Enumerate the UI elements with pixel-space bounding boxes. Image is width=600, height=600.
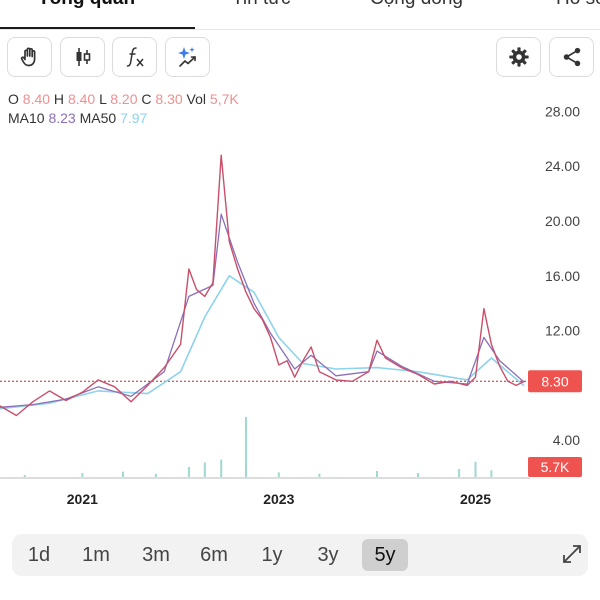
volume-bar [376, 471, 379, 477]
volume-label: Vol [186, 91, 207, 107]
period-selector: 1d 1m 3m 6m 1y 3y 5y [12, 534, 588, 576]
ai-drawing-button[interactable] [165, 37, 210, 77]
hand-tool-button[interactable] [7, 37, 52, 77]
settings-button[interactable] [496, 37, 541, 77]
last-price-tag: 8.30 [528, 370, 582, 393]
volume-bar [244, 417, 247, 477]
tab-news[interactable]: Tin tức [232, 0, 290, 10]
volume-bar [318, 473, 321, 477]
high-value: 8.40 [67, 91, 96, 107]
series-close-line [0, 154, 525, 417]
x-tick-label: 2021 [67, 491, 98, 507]
period-1y[interactable]: 1y [261, 544, 283, 566]
volume-value: 5,7K [209, 91, 239, 107]
volume-bar [220, 459, 223, 477]
volume-bar [23, 475, 26, 477]
tab-overview[interactable]: Tổng quan [38, 0, 135, 10]
period-3m[interactable]: 3m [142, 544, 170, 566]
ma10-label: MA10 [8, 110, 45, 126]
ohlc-legend: O 8.40 H 8.40 L 8.20 C 8.30 Vol 5,7K [8, 91, 239, 107]
indicators-button[interactable] [112, 37, 157, 77]
y-tick-label: 4.00 [553, 432, 580, 448]
chart-series [0, 154, 525, 417]
tab-community[interactable]: Cộng đồng [370, 0, 463, 10]
y-tick-label: 24.00 [545, 158, 580, 174]
x-tick-label: 2023 [263, 491, 294, 507]
period-1m[interactable]: 1m [82, 544, 110, 566]
volume-bar [490, 470, 493, 477]
x-tick-label: 2025 [460, 491, 491, 507]
volume-bar [187, 467, 190, 477]
last-price-tag-label: 8.30 [541, 373, 568, 389]
tab-profile[interactable]: Hồ sơ [556, 0, 600, 10]
low-label: L [99, 91, 107, 107]
series-ma10-line [0, 213, 525, 408]
top-tab-bar: Tổng quan Tin tức Cộng đồng Hồ sơ [0, 0, 600, 30]
close-label: C [141, 91, 152, 107]
x-axis: 2021 2023 2025 [67, 491, 492, 507]
volume-bar [154, 473, 157, 477]
ai-sparkle-icon [177, 47, 196, 67]
open-value: 8.40 [22, 91, 51, 107]
share-icon [563, 47, 580, 67]
volume-bar [416, 473, 419, 477]
y-tick-label: 28.00 [545, 103, 580, 119]
volume-bar [121, 471, 124, 477]
series-ma50-line [0, 275, 525, 410]
chart-type-button[interactable] [60, 37, 105, 77]
volume-bar [458, 469, 461, 477]
volume-bar [81, 473, 84, 477]
low-value: 8.20 [110, 91, 138, 107]
ma10-value: 8.23 [48, 110, 76, 126]
last-volume-tag: 5.7K [528, 457, 582, 477]
active-tab-indicator [0, 27, 195, 29]
ma50-label: MA50 [79, 110, 117, 126]
volume-bar [203, 462, 206, 477]
period-6m[interactable]: 6m [200, 544, 228, 566]
high-label: H [53, 91, 65, 107]
period-5y[interactable]: 5y [362, 539, 408, 571]
close-value: 8.30 [155, 91, 183, 107]
last-volume-tag-label: 5.7K [541, 459, 570, 475]
open-label: O [8, 91, 19, 107]
ma50-value: 7.97 [120, 110, 148, 126]
ma-legend: MA10 8.23 MA50 7.97 [8, 110, 147, 126]
settings-gear-icon [508, 47, 529, 67]
period-3y[interactable]: 3y [317, 544, 339, 566]
volume-bars [23, 417, 493, 477]
period-1d[interactable]: 1d [27, 544, 51, 566]
candlestick-icon [76, 48, 90, 66]
y-tick-label: 12.00 [545, 323, 580, 339]
function-icon [126, 47, 144, 67]
y-tick-label: 20.00 [545, 213, 580, 229]
volume-bar [277, 472, 280, 477]
hand-icon [20, 47, 35, 67]
fullscreen-expand-icon[interactable] [560, 542, 584, 566]
share-button[interactable] [549, 37, 594, 77]
volume-bar [474, 461, 477, 477]
y-tick-label: 16.00 [545, 268, 580, 284]
last-volume-tag-bg [528, 457, 582, 477]
last-price-tag-bg [528, 370, 582, 393]
